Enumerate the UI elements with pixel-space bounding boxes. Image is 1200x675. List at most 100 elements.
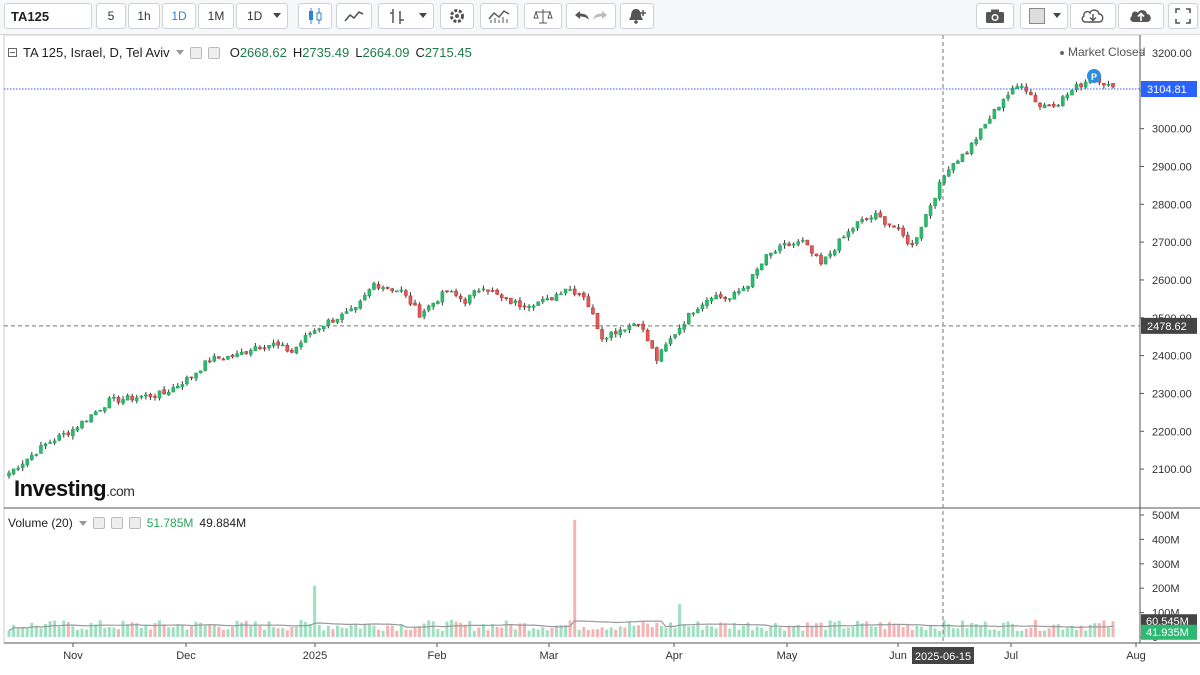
volume-bar bbox=[983, 621, 987, 637]
visibility-icon[interactable] bbox=[189, 46, 202, 59]
camera-icon bbox=[986, 9, 1004, 23]
candle-body bbox=[34, 454, 39, 456]
volume-bar bbox=[322, 630, 326, 637]
undo-icon[interactable] bbox=[573, 9, 591, 23]
volume-bar bbox=[500, 627, 504, 637]
load-layout-button[interactable] bbox=[1070, 3, 1116, 29]
volume-bar bbox=[130, 622, 134, 637]
interval-dropdown[interactable]: 1D bbox=[236, 3, 288, 29]
indicators-button[interactable] bbox=[480, 3, 518, 29]
candles-chart-button[interactable] bbox=[298, 3, 332, 29]
volume-bar bbox=[710, 626, 714, 637]
candle-body bbox=[928, 205, 933, 216]
candle-body bbox=[591, 307, 595, 315]
volume-bar bbox=[655, 622, 659, 637]
volume-bar bbox=[135, 623, 139, 637]
candle-body bbox=[276, 341, 280, 346]
alert-button[interactable] bbox=[620, 3, 654, 29]
time-tick-label: Apr bbox=[665, 650, 682, 662]
settings-icon[interactable] bbox=[110, 517, 123, 529]
volume-badge-2-label: 41.935M bbox=[1146, 627, 1189, 639]
volume-bar bbox=[792, 626, 796, 637]
gear-icon bbox=[450, 9, 464, 23]
interval-1d-button[interactable]: 1D bbox=[162, 3, 196, 29]
save-layout-button[interactable] bbox=[1118, 3, 1164, 29]
volume-bar bbox=[418, 626, 422, 637]
chart-type-dropdown[interactable] bbox=[378, 3, 434, 29]
symbol-input[interactable]: TA125 bbox=[4, 3, 92, 29]
candle-body bbox=[1033, 95, 1038, 103]
settings-icon[interactable] bbox=[207, 46, 220, 59]
volume-bar bbox=[527, 630, 531, 637]
volume-bar bbox=[276, 628, 280, 637]
chevron-down-icon bbox=[419, 13, 427, 18]
snapshot-button[interactable] bbox=[976, 3, 1014, 29]
candle-body bbox=[787, 243, 791, 246]
brand-name: Investing bbox=[14, 476, 107, 501]
chevron-down-icon[interactable] bbox=[175, 50, 184, 55]
visibility-icon[interactable] bbox=[92, 517, 105, 529]
compare-button[interactable] bbox=[524, 3, 562, 29]
candle-body bbox=[855, 221, 860, 229]
volume-bar bbox=[107, 627, 111, 637]
candle-body bbox=[860, 219, 864, 223]
candle-body bbox=[796, 241, 801, 245]
volume-bar bbox=[162, 624, 166, 637]
volume-bar bbox=[632, 625, 636, 637]
volume-bar bbox=[1033, 619, 1037, 637]
candle-body bbox=[481, 288, 486, 291]
collapse-icon[interactable] bbox=[8, 48, 17, 57]
open-label: O bbox=[229, 45, 240, 60]
interval-1m-button[interactable]: 1M bbox=[198, 3, 234, 29]
fullscreen-button[interactable] bbox=[1168, 3, 1198, 29]
candle-body bbox=[1029, 92, 1033, 96]
volume-bar bbox=[577, 629, 581, 637]
line-chart-button[interactable] bbox=[336, 3, 372, 29]
volume-bar bbox=[760, 627, 764, 637]
interval-5-button[interactable]: 5 bbox=[96, 3, 126, 29]
candle-body bbox=[1047, 104, 1051, 107]
candle-body bbox=[887, 223, 892, 226]
volume-bar bbox=[112, 627, 116, 637]
volume-bar bbox=[1093, 623, 1097, 637]
candle-body bbox=[873, 212, 878, 220]
candle-body bbox=[98, 409, 103, 412]
candle-body bbox=[180, 384, 185, 388]
volume-bar bbox=[381, 630, 385, 637]
candle-body bbox=[778, 245, 782, 252]
close-icon[interactable] bbox=[128, 517, 141, 529]
volume-bar bbox=[272, 627, 276, 637]
candle-body bbox=[997, 106, 1001, 111]
interval-1h-button[interactable]: 1h bbox=[128, 3, 160, 29]
time-tick-label: 2025 bbox=[303, 650, 327, 662]
price-tick-label: 2400.00 bbox=[1152, 351, 1192, 363]
volume-bar bbox=[842, 628, 846, 637]
redo-icon[interactable] bbox=[591, 9, 609, 23]
volume-bar bbox=[226, 629, 230, 637]
time-tick-label: Aug bbox=[1126, 650, 1146, 662]
volume-bar bbox=[304, 621, 308, 637]
chart-area[interactable]: 3200.003100.003000.002900.002800.002700.… bbox=[0, 34, 1200, 670]
volume-bar bbox=[919, 626, 923, 637]
layout-dropdown[interactable] bbox=[1020, 3, 1068, 29]
volume-bar bbox=[39, 628, 43, 637]
volume-bar bbox=[331, 629, 335, 637]
bar-chart-icon bbox=[390, 9, 404, 24]
candle-body bbox=[983, 123, 988, 129]
chart-canvas[interactable]: 3200.003100.003000.002900.002800.002700.… bbox=[0, 34, 1200, 670]
volume-bar bbox=[1075, 629, 1079, 637]
candle-body bbox=[746, 286, 750, 289]
volume-bar bbox=[340, 627, 344, 637]
volume-bar bbox=[714, 628, 718, 637]
candle-body bbox=[30, 454, 34, 460]
volume-bar bbox=[550, 628, 554, 637]
candle-body bbox=[992, 109, 997, 120]
volume-bar bbox=[491, 623, 495, 637]
volume-bar bbox=[532, 628, 536, 637]
settings-button[interactable] bbox=[440, 3, 474, 29]
candle-body bbox=[791, 243, 796, 246]
candle-body bbox=[691, 312, 696, 315]
chevron-down-icon[interactable] bbox=[78, 520, 87, 526]
volume-bar bbox=[938, 630, 942, 637]
volume-bar bbox=[208, 625, 212, 637]
